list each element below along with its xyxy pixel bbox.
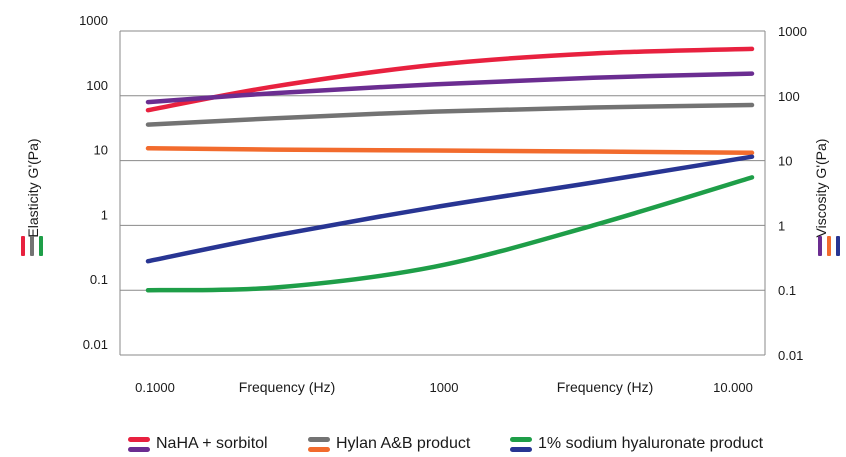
y-tick-right-1000: 1000 [778,24,807,39]
axis-frame [119,31,766,355]
series-line-soda_elastic [145,175,755,293]
legend-swatch-2-a [510,437,532,442]
x-tick-0: 0.1000 [135,380,175,395]
y-tick-right-1: 1 [778,218,785,233]
legend-item-2: 1% sodium hyaluronate product [510,435,764,452]
y-tick-left-0.1: 0.1 [90,272,108,287]
y-axis-title-left: Elasticity G'(Pa) [25,138,41,237]
y-tick-labels-left: 0.01 0.1 1 10 100 1000 [79,13,108,352]
x-axis-title-2: Frequency (Hz) [557,379,653,395]
y-tick-right-10: 10 [778,154,792,169]
y-tick-labels-right: 0.01 0.1 1 10 100 1000 [778,24,807,363]
y-tick-right-0.01: 0.01 [778,348,803,363]
legend-swatch-2-b [510,447,532,452]
series-line-hylan_elastic [145,102,755,127]
legend-swatch-1-a [308,437,330,442]
left-markers-mark-2 [39,236,43,256]
legend: NaHA + sorbitol Hylan A&B product 1% sodiu… [128,435,764,452]
legend-label-0: NaHA + sorbitol [156,435,268,452]
legend-swatch-0-b [128,447,150,452]
left-axis-color-markers [21,236,43,256]
y-tick-left-100: 100 [86,78,108,93]
x-tick-labels: 0.1000 1000 10.000 [135,380,753,395]
x-axis-title-1: Frequency (Hz) [239,379,335,395]
legend-item-0: NaHA + sorbitol [128,435,268,452]
y-tick-left-0.01: 0.01 [83,337,108,352]
right-markers-mark-1 [827,236,831,256]
x-tick-1: 1000 [430,380,459,395]
series-line-naha_viscous [145,71,755,105]
series-line-naha_elastic [145,46,755,113]
y-tick-right-0.1: 0.1 [778,283,796,298]
y-tick-left-10: 10 [94,143,108,158]
x-tick-2: 10.000 [713,380,753,395]
y-tick-left-1000: 1000 [79,13,108,28]
series-lines [145,46,755,293]
legend-swatch-0-a [128,437,150,442]
right-markers-mark-0 [818,236,822,256]
series-line-soda_viscous [145,154,755,264]
y-tick-right-100: 100 [778,89,800,104]
left-markers-mark-1 [30,236,34,256]
grid-lines [120,30,765,356]
y-axis-title-right: Viscosity G'(Pa) [813,139,829,238]
right-axis-color-markers [818,236,840,256]
series-line-hylan_viscous [145,146,755,156]
legend-item-1: Hylan A&B product [308,435,471,452]
left-markers-mark-0 [21,236,25,256]
legend-label-1: Hylan A&B product [336,435,471,452]
right-markers-mark-2 [836,236,840,256]
legend-label-2: 1% sodium hyaluronate product [538,435,764,452]
legend-swatch-1-b [308,447,330,452]
y-tick-left-1: 1 [101,207,108,222]
